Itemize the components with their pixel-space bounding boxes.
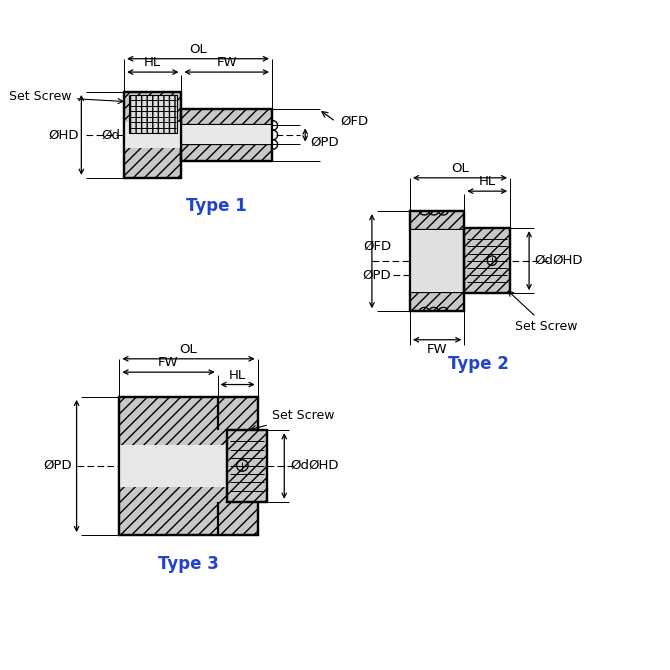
Text: FW: FW [427,343,448,356]
Bar [182,109,272,125]
Text: ØFD: ØFD [340,115,369,128]
Text: Set Screw: Set Screw [509,291,578,333]
Bar [227,430,267,502]
Text: OL: OL [180,343,198,356]
Text: Set Screw: Set Screw [251,409,334,430]
Bar [410,230,464,292]
Bar [182,109,272,161]
Bar [124,92,182,178]
Text: FW: FW [216,56,237,69]
Bar [124,92,182,178]
Text: Type 3: Type 3 [157,555,218,573]
Text: Ød: Ød [101,129,121,141]
Bar [464,228,510,293]
Bar [182,125,272,145]
Text: Ød: Ød [534,254,553,267]
Text: ØHD: ØHD [552,254,582,267]
Bar [410,211,464,311]
Text: FW: FW [158,356,179,369]
Text: Type 2: Type 2 [448,354,509,373]
Text: HL: HL [229,369,246,381]
Text: Set Screw: Set Screw [9,90,123,104]
Text: ØPD: ØPD [362,269,391,281]
Text: HL: HL [144,56,161,69]
Text: OL: OL [451,161,469,175]
Text: ØHD: ØHD [48,129,78,141]
Bar [410,292,464,311]
Bar [464,228,510,293]
Text: ØFD: ØFD [363,240,391,253]
Text: ØPD: ØPD [310,136,338,149]
Bar [124,122,182,148]
Text: ØPD: ØPD [43,459,72,472]
Bar [129,95,177,133]
Bar [410,211,464,230]
Bar [227,430,267,502]
Bar [119,445,227,487]
Bar [182,145,272,161]
Text: HL: HL [478,175,496,188]
Text: Type 1: Type 1 [186,198,247,215]
Text: Ød: Ød [290,459,309,472]
Bar [119,397,257,535]
Bar [119,397,257,535]
Text: OL: OL [189,43,207,56]
Text: ØHD: ØHD [308,459,338,472]
